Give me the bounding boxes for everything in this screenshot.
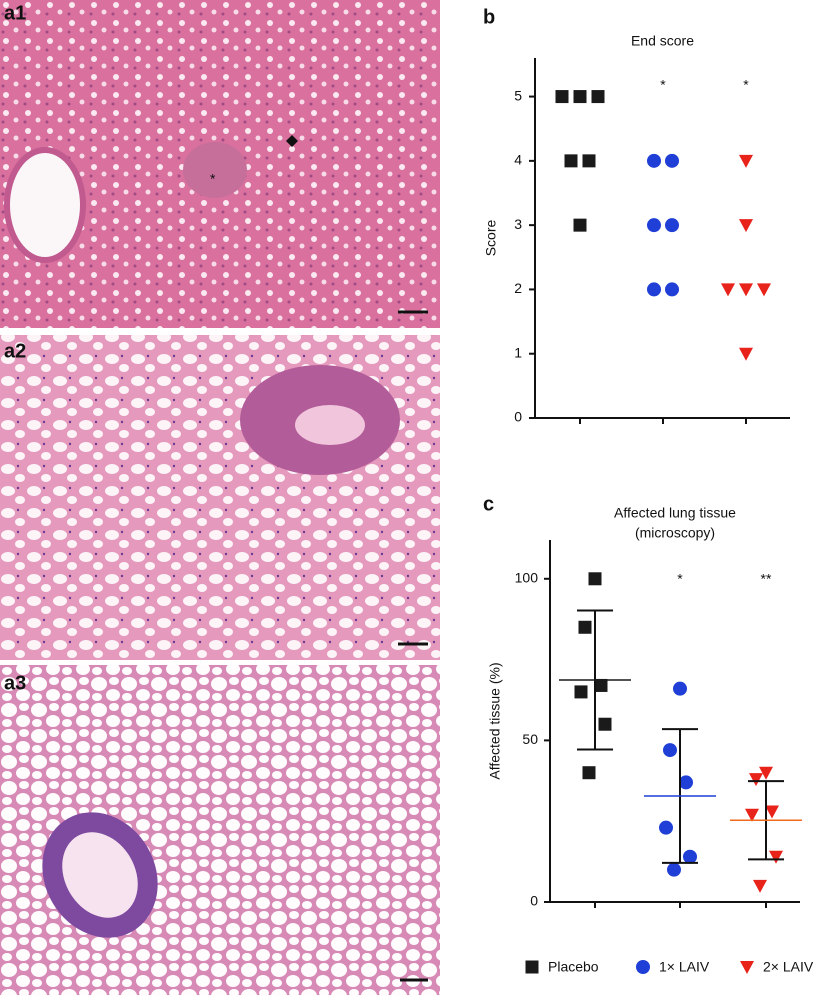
vessel [4,147,86,263]
data-point [573,218,587,232]
data-point [573,90,587,104]
chart-title: Affected lung tissue [614,505,736,521]
lesion [183,142,247,198]
data-point [665,153,679,168]
data-point [769,850,783,864]
data-point [765,805,779,819]
y-tick-label: 5 [514,87,522,103]
data-point [555,90,569,104]
significance-label: * [677,571,683,587]
data-point [647,282,661,297]
legend-label: 2× LAIV [763,959,814,975]
data-point [745,808,759,822]
significance-label: ** [761,571,772,587]
y-tick-label: 0 [514,409,522,425]
y-axis-label: Score [483,220,499,257]
data-point [753,879,767,893]
data-point [667,862,681,877]
data-point [757,283,771,297]
legend-marker [740,961,754,974]
diamond-marker [286,135,298,147]
data-point [759,766,773,780]
y-tick-label: 2 [514,280,522,296]
panel-label: a2 [4,340,26,362]
data-point [647,218,661,233]
data-point [739,154,753,168]
histology-a3: a3 [0,665,440,995]
data-point [647,153,661,168]
y-tick-label: 3 [514,216,522,232]
data-point [594,678,608,692]
data-point [673,681,687,696]
panel-label: b [483,6,495,28]
y-tick-label: 1 [514,344,522,360]
legend-marker [636,960,650,974]
chart-title: End score [631,33,694,49]
data-point [665,282,679,297]
y-tick-label: 50 [522,731,538,747]
y-tick-label: 100 [515,569,539,585]
histology-a1: * a1 [0,0,440,328]
y-tick-label: 0 [530,893,538,909]
data-point [749,773,763,787]
y-tick-label: 4 [514,152,522,168]
data-point [739,347,753,361]
histology-a2: a2 [0,335,440,660]
lumen [62,832,138,918]
data-point [663,743,677,758]
panel-label: c [483,493,494,515]
data-point [582,766,596,780]
legend-label: Placebo [548,959,599,975]
y-axis-label: Affected tissue (%) [487,662,503,779]
data-point [679,775,693,790]
panel-label: a1 [4,2,26,24]
data-point [578,620,592,634]
chart-title: (microscopy) [635,525,715,541]
significance-label: * [660,77,666,93]
data-point [739,219,753,233]
data-point [591,90,605,104]
lumen [295,405,365,445]
data-point [564,154,578,168]
data-point [739,283,753,297]
legend-marker [525,960,539,974]
data-point [582,154,596,168]
data-point [683,849,697,864]
significance-label: * [743,77,749,93]
data-point [659,820,673,835]
data-point [574,685,588,699]
image-annotation: * [210,171,216,187]
panel-label: a3 [4,672,26,694]
legend-label: 1× LAIV [659,959,710,975]
data-point [721,283,735,297]
data-point [665,218,679,233]
data-point [598,717,612,731]
data-point [588,572,602,586]
